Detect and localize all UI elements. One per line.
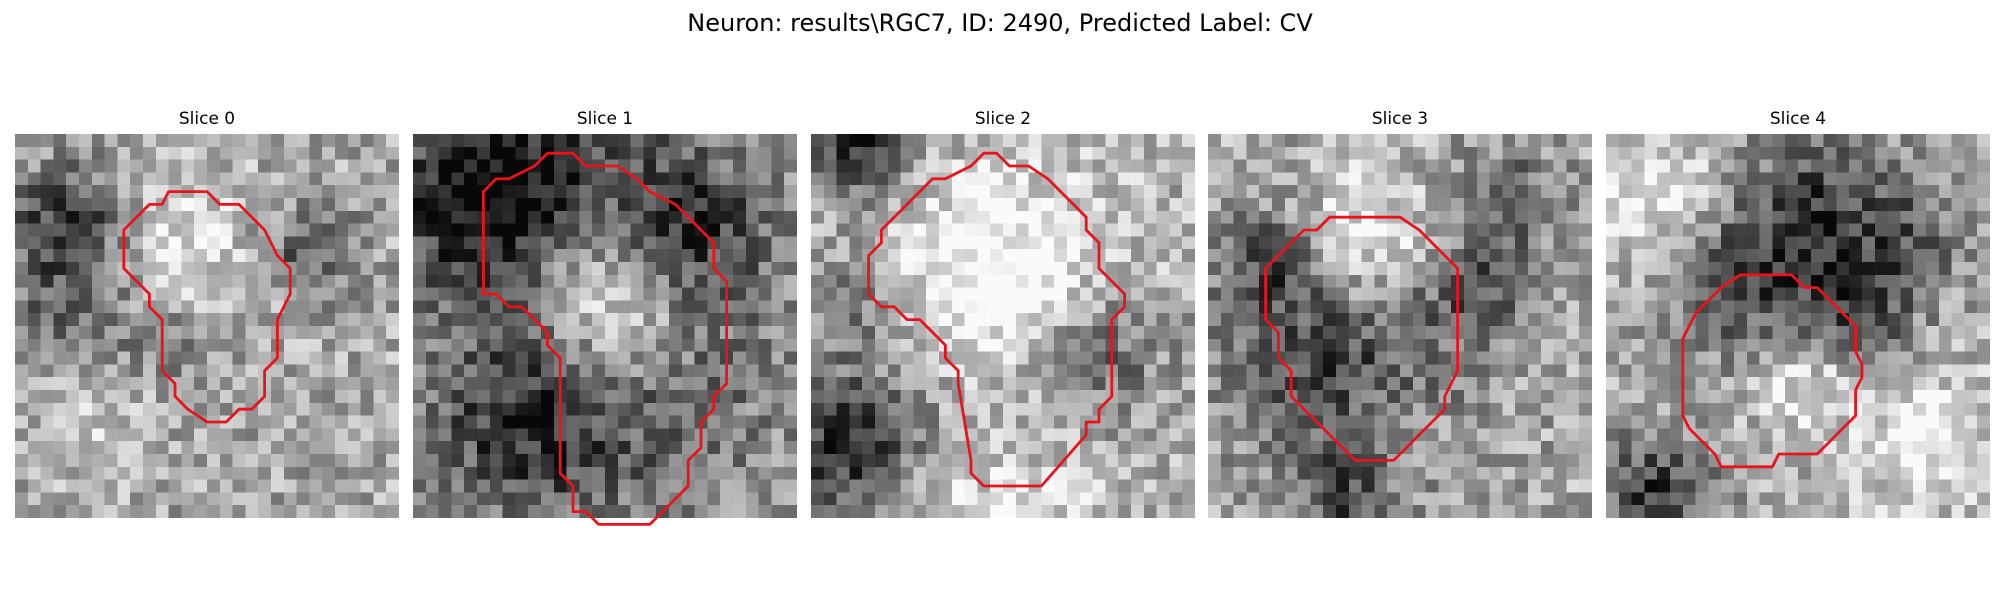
slice-image-frame	[1606, 134, 1990, 518]
slice-panel-2: Slice 2	[811, 108, 1195, 518]
slice-image	[413, 134, 797, 518]
slice-title: Slice 2	[974, 109, 1032, 129]
slice-panel-0: Slice 0	[15, 108, 399, 518]
slice-panel-4: Slice 4	[1606, 108, 1990, 518]
slice-title: Slice 1	[576, 109, 634, 129]
figure-title: Neuron: results\RGC7, ID: 2490, Predicte…	[687, 9, 1313, 37]
slice-panel-3: Slice 3	[1208, 108, 1592, 518]
slice-title: Slice 3	[1371, 109, 1429, 129]
slice-image	[811, 134, 1195, 518]
segmentation-contour	[867, 151, 1127, 488]
slice-panel-1: Slice 1	[413, 108, 797, 526]
slice-title: Slice 0	[178, 109, 236, 129]
segmentation-contour	[1681, 273, 1864, 469]
segmentation-contour	[481, 151, 729, 526]
slice-title: Slice 4	[1769, 109, 1827, 129]
segmentation-contour	[122, 190, 292, 424]
slice-image-frame	[811, 134, 1195, 518]
slice-image-frame	[413, 134, 797, 526]
slice-image	[15, 134, 399, 518]
slice-image-frame	[1208, 134, 1592, 518]
slice-image-frame	[15, 134, 399, 518]
segmentation-contour	[1264, 215, 1460, 462]
